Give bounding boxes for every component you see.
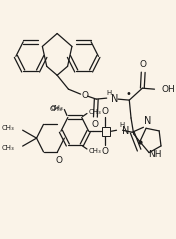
Text: CH₃: CH₃ <box>1 145 14 151</box>
Text: OH: OH <box>161 85 175 94</box>
Text: S: S <box>103 127 109 136</box>
Text: O: O <box>140 60 147 69</box>
Text: N: N <box>111 94 118 104</box>
Text: N: N <box>144 116 152 126</box>
Text: CH₃: CH₃ <box>1 125 14 131</box>
Text: H: H <box>107 90 112 96</box>
Text: O: O <box>102 147 109 156</box>
Text: CH₃: CH₃ <box>89 148 101 154</box>
FancyBboxPatch shape <box>102 127 110 136</box>
Text: H: H <box>119 122 124 128</box>
Text: O: O <box>102 107 109 116</box>
Text: O: O <box>92 120 99 130</box>
Text: CH₃: CH₃ <box>49 106 62 112</box>
Text: O: O <box>81 91 89 100</box>
Text: CH₃: CH₃ <box>89 109 101 114</box>
Text: NH: NH <box>148 150 161 159</box>
Text: O: O <box>56 156 63 165</box>
Text: CH₃: CH₃ <box>51 104 64 110</box>
Text: N: N <box>122 126 130 136</box>
Text: •: • <box>125 89 131 99</box>
